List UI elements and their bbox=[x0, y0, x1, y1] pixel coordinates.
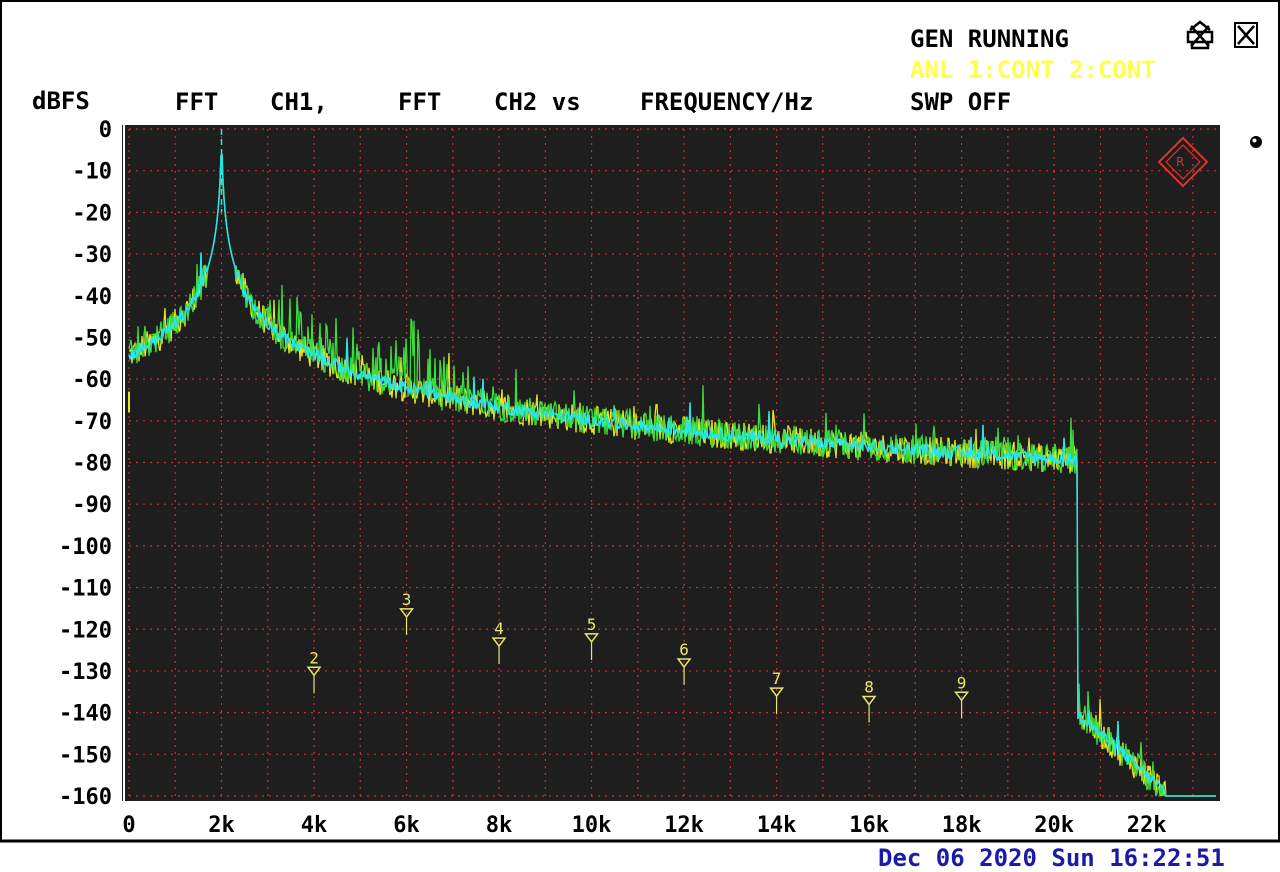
trace-ch1 bbox=[128, 153, 1216, 797]
x-tick-label: 12k bbox=[664, 813, 704, 838]
x-tick-label: 4k bbox=[301, 813, 328, 838]
y-tick-label: -70 bbox=[72, 410, 112, 435]
harmonic-marker bbox=[676, 658, 692, 669]
harmonic-label: 7 bbox=[772, 669, 782, 688]
y-tick-label: -100 bbox=[59, 535, 112, 560]
x-tick-label: 22k bbox=[1127, 813, 1167, 838]
title-part-5: FREQUENCY/Hz bbox=[640, 88, 813, 116]
y-tick-label: -160 bbox=[59, 785, 112, 810]
harmonic-label: 8 bbox=[864, 677, 874, 696]
x-tick-label: 14k bbox=[757, 813, 797, 838]
y-tick-label: -150 bbox=[59, 743, 112, 768]
svg-text:R: R bbox=[1176, 155, 1184, 169]
harmonic-marker bbox=[861, 695, 877, 706]
x-tick-label: 18k bbox=[942, 813, 982, 838]
harmonic-marker bbox=[306, 666, 322, 677]
x-tick-label: 8k bbox=[486, 813, 513, 838]
traces bbox=[128, 129, 1216, 797]
y-tick-label: -50 bbox=[72, 326, 112, 351]
swp-status: SWP OFF bbox=[910, 88, 1011, 116]
y-tick-label: -60 bbox=[72, 368, 112, 393]
y-tick-label: -120 bbox=[59, 618, 112, 643]
close-window-icon[interactable] bbox=[1234, 22, 1258, 48]
y-tick-label: -90 bbox=[72, 493, 112, 518]
trace-overlay bbox=[128, 153, 1216, 797]
x-tick-label: 20k bbox=[1034, 813, 1074, 838]
y-tick-label: -130 bbox=[59, 660, 112, 685]
title-part-2: CH1, bbox=[270, 88, 328, 116]
power-off-icon[interactable] bbox=[1250, 136, 1262, 148]
harmonic-marker bbox=[769, 687, 785, 698]
harmonic-marker bbox=[491, 637, 507, 648]
harmonic-label: 4 bbox=[494, 619, 504, 638]
rs-logo: R bbox=[1157, 136, 1209, 188]
title-part-1: FFT bbox=[175, 88, 218, 116]
harmonic-label: 5 bbox=[587, 615, 597, 634]
y-tick-label: -40 bbox=[72, 285, 112, 310]
y-tick-label: -30 bbox=[72, 243, 112, 268]
x-tick-label: 2k bbox=[208, 813, 235, 838]
harmonic-label: 6 bbox=[679, 640, 689, 659]
harmonic-label: 9 bbox=[957, 673, 967, 692]
x-tick-label: 16k bbox=[849, 813, 889, 838]
y-tick-labels: 0 -10 -20 -30 -40 -50 -60 -70 -80 -90 -100 -110 -120… bbox=[59, 118, 112, 810]
harmonic-markers: 2 3 4 5 6 7 8 9 bbox=[306, 590, 970, 723]
x-tick-label: 6k bbox=[393, 813, 420, 838]
y-tick-label: -110 bbox=[59, 577, 112, 602]
title-part-4: CH2 vs bbox=[494, 88, 581, 116]
title-part-3: FFT bbox=[398, 88, 441, 116]
y-tick-label: 0 bbox=[99, 118, 112, 143]
x-tick-labels: 0 2k 4k 6k 8k 10k 12k 14k 16k 18k 20k 22k bbox=[122, 813, 1166, 838]
x-tick-label: 10k bbox=[572, 813, 612, 838]
harmonic-marker bbox=[584, 633, 600, 644]
printer-icon[interactable] bbox=[1186, 20, 1214, 50]
x-tick-label: 0 bbox=[122, 813, 135, 838]
y-tick-label: -80 bbox=[72, 452, 112, 477]
gen-status: GEN RUNNING bbox=[910, 25, 1069, 53]
timestamp: Dec 06 2020 Sun 16:22:51 bbox=[878, 844, 1225, 872]
y-tick-label: -20 bbox=[72, 201, 112, 226]
harmonic-label: 3 bbox=[402, 590, 412, 609]
harmonic-marker bbox=[954, 691, 970, 702]
y-tick-label: -10 bbox=[72, 160, 112, 185]
harmonic-marker bbox=[399, 608, 415, 619]
y-axis-label: dBFS bbox=[32, 87, 90, 115]
y-tick-label: -140 bbox=[59, 702, 112, 727]
harmonic-label: 2 bbox=[309, 648, 319, 667]
anl-status: ANL 1:CONT 2:CONT bbox=[910, 56, 1156, 84]
